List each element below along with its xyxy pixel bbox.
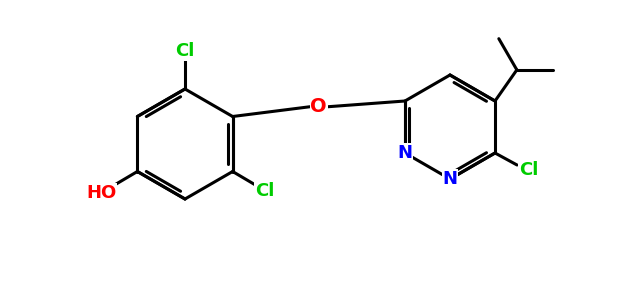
Text: O: O xyxy=(310,97,327,116)
Text: Cl: Cl xyxy=(519,161,539,179)
Text: N: N xyxy=(442,170,457,188)
Text: Cl: Cl xyxy=(255,182,274,201)
Text: N: N xyxy=(397,144,412,162)
Text: Cl: Cl xyxy=(175,42,194,60)
Text: HO: HO xyxy=(86,184,117,201)
